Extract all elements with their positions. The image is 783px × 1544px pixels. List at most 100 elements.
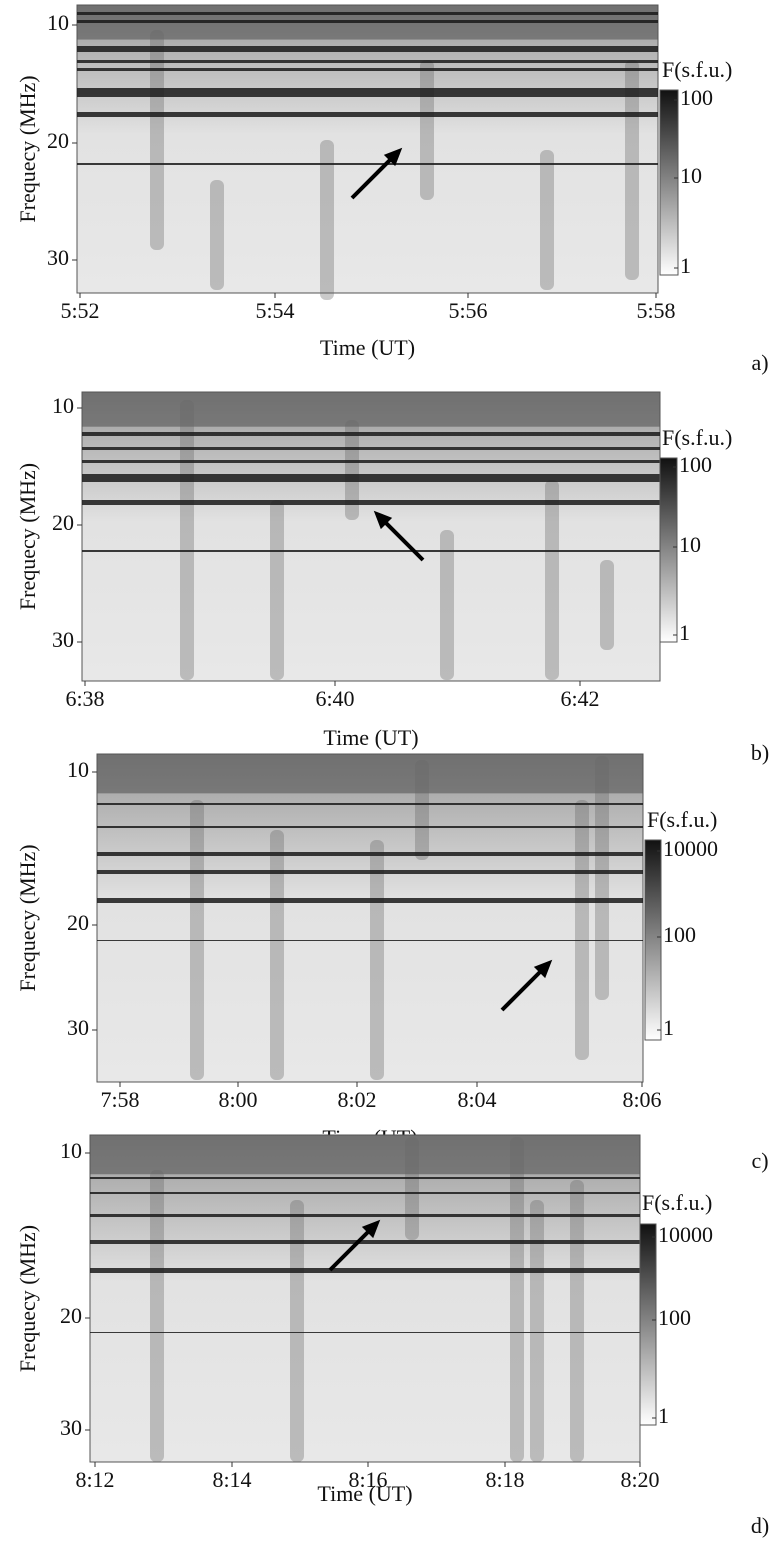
interference-band — [82, 474, 660, 482]
spectrogram — [89, 1134, 641, 1463]
interference-band — [82, 550, 660, 552]
noise-band — [82, 392, 660, 427]
interference-band — [82, 500, 660, 505]
spectrogram-panel: 5:52 5:54 5:56 5:58 10 20 30 Frequecy (MHz) Time… — [15, 4, 769, 375]
noise-band — [90, 1135, 640, 1175]
y-tick-label: 20 — [67, 910, 89, 935]
y-tick-label: 10 — [52, 393, 74, 418]
x-tick-label: 8:12 — [75, 1467, 114, 1492]
burst-streak — [320, 140, 334, 300]
colorbar — [659, 457, 678, 643]
noise-band — [97, 754, 643, 794]
x-axis-label: Time (UT) — [323, 725, 418, 750]
colorbar-tick-label: 1 — [663, 1015, 674, 1040]
x-tick-label: 5:52 — [60, 298, 99, 323]
burst-streak — [290, 1200, 304, 1462]
interference-band — [97, 940, 643, 941]
x-tick-label: 8:20 — [620, 1467, 659, 1492]
burst-streak — [370, 840, 384, 1080]
y-tick-label: 10 — [67, 757, 89, 782]
interference-band — [90, 1192, 640, 1194]
y-tick-label: 10 — [60, 1138, 82, 1163]
burst-streak — [510, 1137, 524, 1462]
x-tick-label: 8:02 — [337, 1087, 376, 1112]
y-tick-label: 30 — [60, 1415, 82, 1440]
colorbar-title: F(s.f.u.) — [662, 425, 732, 450]
colorbar-tick-label: 1 — [658, 1403, 669, 1428]
interference-band — [77, 60, 658, 63]
colorbar-tick-label: 10000 — [663, 836, 718, 861]
interference-band — [82, 447, 660, 450]
x-tick-label: 5:56 — [448, 298, 487, 323]
spectrogram-panel: 6:38 6:40 6:42 10 20 30 Frequecy (MHz) Time (UT… — [15, 391, 769, 765]
x-tick-label: 8:04 — [457, 1087, 496, 1112]
interference-band — [90, 1177, 640, 1179]
x-tick-label: 8:14 — [212, 1467, 251, 1492]
colorbar — [644, 839, 662, 1041]
interference-band — [82, 460, 660, 463]
burst-streak — [345, 420, 359, 520]
x-axis-label: Time (UT) — [317, 1481, 412, 1506]
interference-band — [90, 1268, 640, 1273]
burst-streak — [180, 400, 194, 680]
burst-streak — [530, 1200, 544, 1462]
colorbar-tick-label: 100 — [658, 1305, 691, 1330]
interference-band — [97, 898, 643, 903]
y-axis-label: Frequecy (MHz) — [15, 463, 40, 610]
burst-streak — [150, 30, 164, 250]
x-tick-label: 8:00 — [218, 1087, 257, 1112]
arrow-head — [373, 510, 393, 530]
burst-streak — [420, 60, 434, 200]
y-axis-label: Frequecy (MHz) — [15, 1225, 40, 1372]
burst-streak — [570, 1180, 584, 1462]
spectrogram-panel: 8:12 8:14 8:16 8:18 8:20 10 20 30 Frequecy (MHz)… — [15, 1134, 769, 1538]
burst-streak — [575, 800, 589, 1060]
x-axis-label: Time (UT) — [320, 335, 415, 360]
interference-band — [77, 163, 658, 165]
interference-band — [97, 826, 643, 828]
interference-band — [77, 20, 658, 23]
interference-band — [97, 803, 643, 805]
y-tick-label: 20 — [60, 1303, 82, 1328]
y-tick-label: 10 — [47, 10, 69, 35]
y-tick-label: 20 — [52, 510, 74, 535]
interference-band — [97, 852, 643, 856]
y-tick-label: 30 — [52, 627, 74, 652]
burst-streak — [440, 530, 454, 680]
spectrogram-panel: 7:58 8:00 8:02 8:04 8:06 10 20 30 Frequecy (MHz)… — [15, 753, 769, 1173]
colorbar-tick-label: 100 — [680, 85, 713, 110]
x-tick-label: 5:58 — [636, 298, 675, 323]
interference-band — [77, 112, 658, 117]
interference-band — [77, 46, 658, 52]
interference-band — [77, 12, 658, 15]
burst-streak — [270, 830, 284, 1080]
panel-label: b) — [751, 740, 769, 765]
interference-band — [82, 432, 660, 436]
colorbar-tick-label: 10000 — [658, 1222, 713, 1247]
x-tick-label: 7:58 — [100, 1087, 139, 1112]
spectrogram — [76, 4, 659, 294]
x-tick-label: 6:40 — [315, 686, 354, 711]
interference-band — [97, 870, 643, 874]
panel-label: c) — [751, 1148, 768, 1173]
spectrogram — [81, 391, 661, 682]
burst-streak — [270, 500, 284, 680]
colorbar-tick-label: 1 — [680, 253, 691, 278]
y-tick-label: 20 — [47, 128, 69, 153]
arrow-head — [533, 959, 553, 979]
burst-streak — [600, 560, 614, 650]
spectrogram — [96, 753, 644, 1083]
x-tick-label: 8:06 — [622, 1087, 661, 1112]
colorbar-tick-label: 10 — [680, 163, 702, 188]
colorbar-tick-label: 10 — [679, 532, 701, 557]
burst-streak — [405, 1137, 419, 1240]
interference-band — [90, 1332, 640, 1333]
y-axis-label: Frequecy (MHz) — [15, 75, 40, 222]
colorbar-tick-label: 1 — [679, 620, 690, 645]
x-tick-label: 6:42 — [560, 686, 599, 711]
x-tick-label: 8:18 — [485, 1467, 524, 1492]
x-tick-label: 5:54 — [255, 298, 294, 323]
interference-band — [77, 68, 658, 71]
burst-streak — [210, 180, 224, 290]
